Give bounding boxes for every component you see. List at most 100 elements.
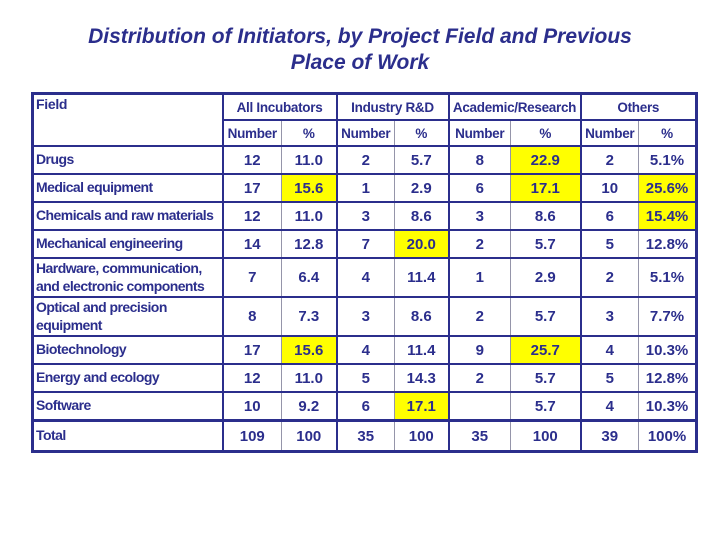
cell-value: 3 [579,296,639,336]
cell-value: 2 [579,257,639,297]
cell-value: 11.0 [281,363,337,392]
cell-value: 10.3% [638,391,697,421]
cell-value: 11.0 [281,145,337,174]
col-header-field: Field [36,96,68,112]
cell-value: 2.9 [394,173,449,202]
row-field-label: Total [32,419,223,452]
cell-value: 10 [579,173,639,202]
cell-value: 100 [394,419,449,452]
row-field-label: Optical and precision equipment [32,296,223,336]
cell-value: 8.6 [394,296,449,336]
row-field-label: Drugs [32,145,223,174]
cell-value: 2 [335,145,395,174]
cell-value: 15.4% [638,201,697,230]
cell-value: 35 [447,419,511,452]
table-row: Chemicals and raw materials 12 11.0 3 8.6 3 8.… [32,201,697,230]
cell-value: 15.6 [281,335,337,364]
table-body: Drugs 12 11.0 2 5.7 8 22.9 2 5.1% Medical equipme… [32,145,697,452]
cell-value: 7.7% [638,296,697,336]
cell-value: 25.7 [509,335,581,364]
row-field-label: Medical equipment [32,173,223,202]
page-title: Distribution of Initiators, by Project F… [88,25,632,75]
table-row: Energy and ecology 12 11.0 5 14.3 2 5.7 5 12.8% [32,363,697,392]
row-field-label: Energy and ecology [32,363,223,392]
cell-value: 6 [447,173,511,202]
cell-value: 1 [447,257,511,297]
col-group-others: Others [579,93,697,121]
cell-value: 1 [335,173,395,202]
cell-value: 12 [221,201,282,230]
cell-value: 5 [579,363,639,392]
cell-value: 12 [221,145,282,174]
col-header-number: Number [335,120,395,147]
cell-value: 10.3% [638,335,697,364]
cell-value: 14 [221,229,282,258]
cell-value [447,391,511,421]
col-header-percent: % [281,120,337,147]
cell-value: 22.9 [509,145,581,174]
cell-value: 5.7 [509,363,581,392]
cell-value: 5 [335,363,395,392]
cell-value: 17 [221,173,282,202]
row-field-label: Hardware, communication, and electronic … [32,257,223,297]
cell-value: 2 [447,229,511,258]
cell-value: 10 [221,391,282,421]
cell-value: 2 [447,363,511,392]
cell-value: 17 [221,335,282,364]
cell-value: 15.6 [281,173,337,202]
col-group-academic-research: Academic/Research [447,93,581,121]
cell-value: 9.2 [281,391,337,421]
cell-value: 17.1 [394,391,449,421]
col-group-all-incubators: All Incubators [221,93,337,121]
cell-value: 100% [638,419,697,452]
distribution-table: Field All Incubators Industry R&D Academ… [31,92,699,453]
cell-value: 9 [447,335,511,364]
cell-value: 4 [579,335,639,364]
cell-value: 11.0 [281,201,337,230]
cell-value: 39 [579,419,639,452]
cell-value: 5.7 [509,229,581,258]
table-row: Biotechnology 17 15.6 4 11.4 9 25.7 4 10.3% [32,335,697,364]
cell-value: 5.7 [394,145,449,174]
cell-value: 25.6% [638,173,697,202]
cell-value: 35 [335,419,395,452]
cell-value: 7.3 [281,296,337,336]
row-field-label: Chemicals and raw materials [32,201,223,230]
cell-value: 100 [509,419,581,452]
cell-value: 5 [579,229,639,258]
cell-value: 6 [335,391,395,421]
cell-value: 7 [221,257,282,297]
cell-value: 12.8 [281,229,337,258]
cell-value: 11.4 [394,257,449,297]
cell-value: 2 [447,296,511,336]
cell-value: 12 [221,363,282,392]
cell-value: 20.0 [394,229,449,258]
cell-value: 109 [221,419,282,452]
row-field-label: Software [32,391,223,421]
cell-value: 11.4 [394,335,449,364]
cell-value: 6 [579,201,639,230]
col-header-number: Number [447,120,511,147]
cell-value: 2.9 [509,257,581,297]
table-row: Optical and precision equipment 8 7.3 3 8.6 2… [32,296,697,336]
col-header-number: Number [579,120,639,147]
col-header-percent: % [638,120,697,147]
cell-value: 3 [447,201,511,230]
row-field-label: Biotechnology [32,335,223,364]
cell-value: 8.6 [394,201,449,230]
cell-value: 8 [221,296,282,336]
cell-value: 100 [281,419,337,452]
table-row: Mechanical engineering 14 12.8 7 20.0 2 5.7 5 12… [32,229,697,258]
cell-value: 4 [335,257,395,297]
col-header-percent: % [509,120,581,147]
cell-value: 14.3 [394,363,449,392]
cell-value: 7 [335,229,395,258]
col-header-percent: % [394,120,449,147]
cell-value: 3 [335,201,395,230]
row-field-label: Mechanical engineering [32,229,223,258]
cell-value: 12.8% [638,363,697,392]
cell-value: 8 [447,145,511,174]
cell-value: 4 [335,335,395,364]
table-row: Hardware, communication, and electronic … [32,257,697,297]
